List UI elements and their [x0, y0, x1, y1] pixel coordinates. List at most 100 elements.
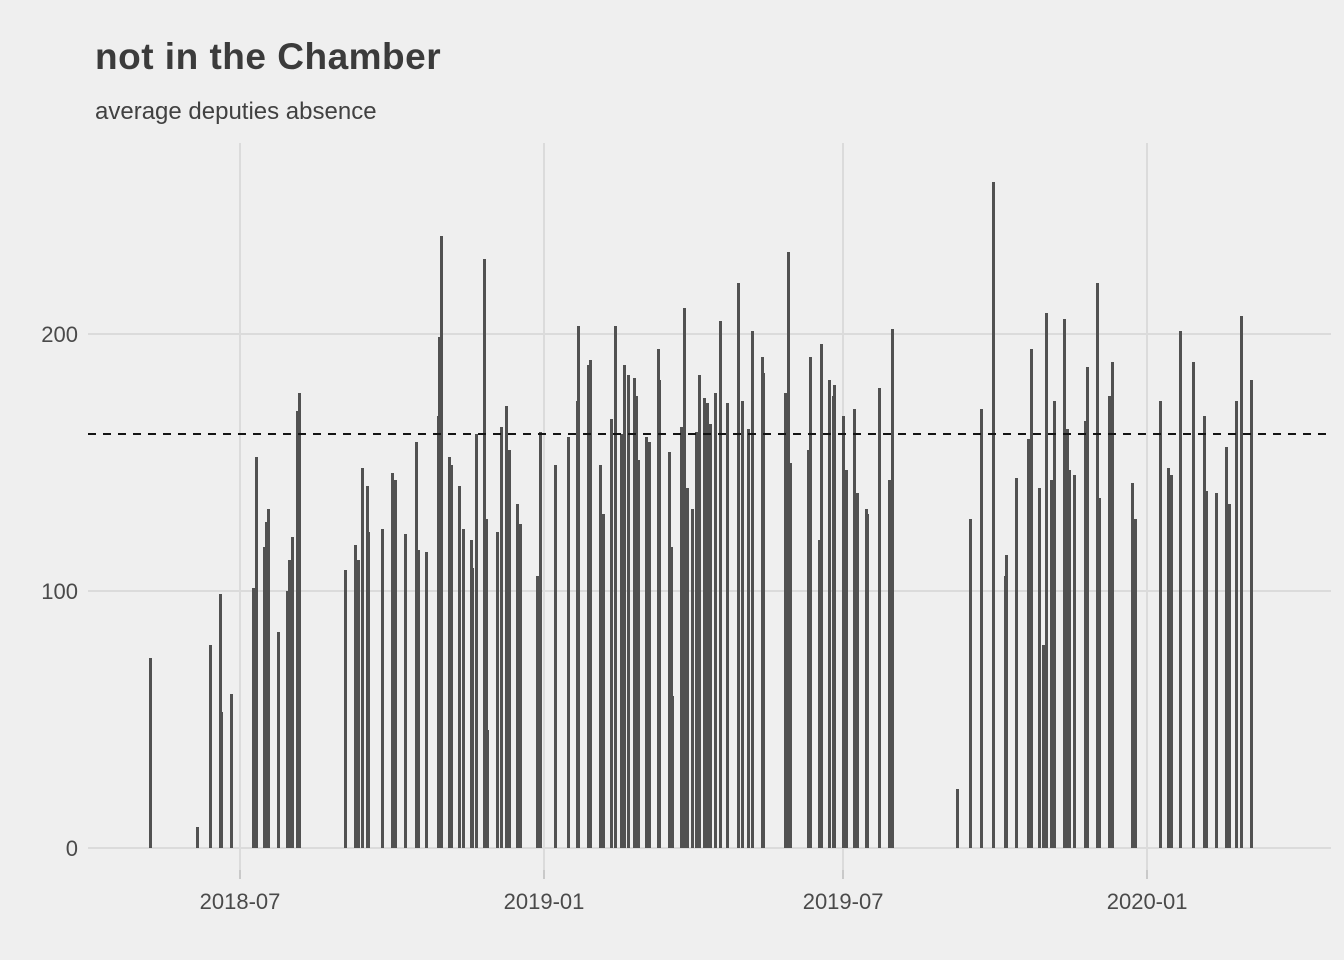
- x-tick-label: 2018-07: [199, 889, 281, 914]
- x-tick-label: 2019-07: [802, 889, 884, 914]
- bar: [1030, 349, 1033, 848]
- bar: [149, 657, 152, 848]
- bar: [1131, 483, 1134, 848]
- bar: [505, 405, 508, 848]
- bar: [686, 488, 689, 848]
- bar: [891, 328, 894, 848]
- bar: [1134, 519, 1137, 848]
- bar: [833, 385, 836, 848]
- bar: [980, 408, 983, 848]
- bar: [1086, 367, 1089, 848]
- bar: [508, 449, 511, 848]
- bar: [1050, 480, 1053, 848]
- bar: [1235, 400, 1238, 848]
- bar: [1005, 555, 1008, 848]
- bar: [1228, 503, 1231, 848]
- bar: [719, 321, 722, 848]
- bar: [1098, 498, 1101, 848]
- bar: [404, 534, 407, 848]
- y-tick-label: 200: [41, 322, 78, 347]
- x-gridline: [1146, 143, 1149, 870]
- bar: [209, 644, 212, 848]
- bar: [267, 508, 270, 848]
- y-tick-label: 100: [41, 579, 78, 604]
- bar: [1038, 488, 1041, 848]
- bar: [567, 436, 570, 848]
- bar: [263, 547, 266, 848]
- bar: [462, 529, 465, 848]
- bar: [1068, 470, 1071, 848]
- bar: [698, 375, 701, 848]
- bar: [709, 423, 712, 848]
- bar: [1170, 475, 1173, 848]
- bar: [252, 588, 255, 848]
- bar: [1066, 429, 1069, 848]
- bar: [440, 236, 443, 848]
- bar: [992, 182, 995, 848]
- bar: [417, 549, 420, 848]
- bar: [1159, 400, 1162, 848]
- x-gridline: [543, 143, 546, 870]
- bar: [762, 372, 765, 848]
- bar: [391, 472, 394, 848]
- bar: [633, 377, 636, 848]
- bar: [1108, 395, 1111, 848]
- bar: [789, 462, 792, 848]
- bar: [554, 465, 557, 848]
- bar: [809, 357, 812, 848]
- x-tick-mark: [239, 870, 241, 879]
- bar: [1225, 447, 1228, 848]
- bar: [623, 364, 626, 848]
- bar: [357, 560, 360, 848]
- bar: [486, 729, 489, 848]
- bar: [425, 552, 428, 848]
- bar: [1215, 493, 1218, 848]
- bar: [635, 395, 638, 848]
- bar: [784, 393, 787, 848]
- bar: [637, 459, 640, 848]
- chart-subtitle: average deputies absence: [95, 98, 377, 125]
- bar: [448, 457, 451, 848]
- bar: [853, 408, 856, 848]
- chart-title: not in the Chamber: [95, 36, 442, 77]
- bar: [866, 513, 869, 848]
- x-tick-label: 2020-01: [1106, 889, 1188, 914]
- bar: [845, 470, 848, 848]
- bar: [1015, 477, 1018, 848]
- bar: [344, 570, 347, 848]
- bar: [1073, 475, 1076, 848]
- bar: [747, 429, 750, 848]
- dashed-mean-line: [88, 433, 1331, 436]
- bar: [714, 393, 717, 848]
- bar: [577, 326, 580, 848]
- bar: [415, 441, 418, 848]
- bar: [878, 387, 881, 848]
- bar: [1042, 644, 1045, 848]
- bar: [648, 441, 651, 848]
- bar: [1096, 282, 1099, 848]
- bar: [361, 467, 364, 848]
- x-tick-label: 2019-01: [503, 889, 585, 914]
- bar: [1250, 380, 1253, 848]
- bar: [1084, 421, 1087, 848]
- bar: [627, 375, 630, 848]
- bar: [1205, 490, 1208, 848]
- bar: [706, 403, 709, 848]
- bar: [220, 711, 223, 848]
- bar: [969, 519, 972, 848]
- bar: [1203, 416, 1206, 848]
- bar: [536, 575, 539, 848]
- bar: [726, 403, 729, 848]
- bar: [658, 380, 661, 848]
- bar: [450, 465, 453, 848]
- y-gridline: [88, 333, 1331, 335]
- bar: [1167, 467, 1170, 848]
- x-tick-mark: [842, 870, 845, 879]
- bar: [496, 531, 499, 848]
- bar: [828, 380, 831, 848]
- bar: [587, 364, 590, 848]
- bar: [888, 480, 891, 848]
- bar: [671, 696, 674, 848]
- bar: [956, 788, 959, 848]
- x-gridline: [239, 143, 241, 870]
